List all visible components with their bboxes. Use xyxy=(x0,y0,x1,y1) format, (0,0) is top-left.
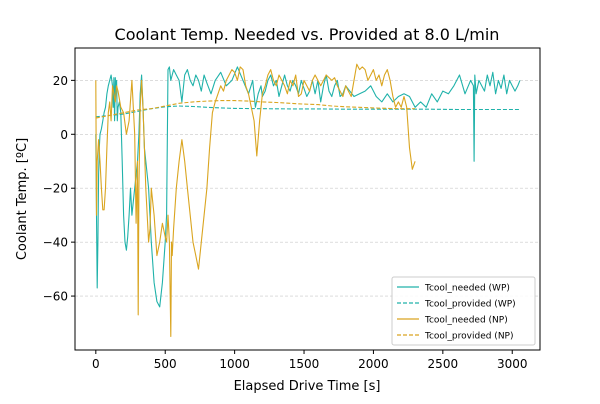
legend-label: Tcool_needed (NP) xyxy=(424,316,508,326)
x-tick-label: 1500 xyxy=(289,357,320,371)
y-axis-ticks: −60 −40 −20 0 20 xyxy=(43,74,75,304)
y-axis-label: Coolant Temp. [ºC] xyxy=(15,138,30,260)
y-tick-label: −20 xyxy=(43,182,68,196)
legend-label: Tcool_needed (WP) xyxy=(424,284,510,294)
y-tick-label: −60 xyxy=(43,290,68,304)
legend-box xyxy=(391,276,536,346)
series-line-1 xyxy=(95,66,521,308)
x-tick-label: 3000 xyxy=(497,357,528,371)
x-tick-label: 2500 xyxy=(428,357,459,371)
y-tick-label: 0 xyxy=(60,128,68,142)
x-axis-ticks: 0 500 1000 1500 2000 2500 3000 xyxy=(92,350,528,371)
chart-title: Coolant Temp. Needed vs. Provided at 8.0… xyxy=(115,25,500,44)
series-line-2 xyxy=(95,105,520,118)
y-tick-label: 20 xyxy=(53,74,68,88)
x-tick-label: 500 xyxy=(154,357,177,371)
gridlines xyxy=(75,80,540,297)
y-tick-label: −40 xyxy=(43,236,68,250)
series-line-3 xyxy=(95,63,416,338)
plot-frame xyxy=(74,47,541,351)
series-line-4 xyxy=(95,100,416,119)
plot-area xyxy=(95,63,521,338)
legend-label: Tcool_provided (NP) xyxy=(424,332,513,342)
x-tick-label: 0 xyxy=(92,357,100,371)
legend: Tcool_needed (WP) Tcool_provided (WP) Tcoo… xyxy=(391,276,536,346)
x-tick-label: 1000 xyxy=(219,357,250,371)
x-axis-label: Elapsed Drive Time [s] xyxy=(234,379,381,394)
legend-label: Tcool_provided (WP) xyxy=(424,300,516,310)
x-tick-label: 2000 xyxy=(358,357,389,371)
